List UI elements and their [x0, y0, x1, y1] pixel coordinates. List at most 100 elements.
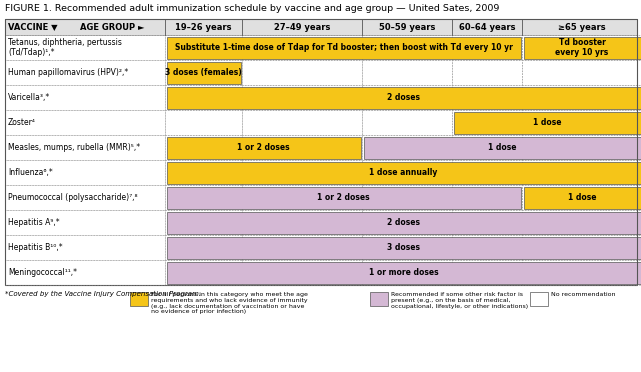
- Bar: [362, 235, 452, 260]
- Text: 1 dose annually: 1 dose annually: [369, 168, 438, 177]
- Bar: [5, 210, 165, 235]
- Text: Meningococcal¹¹,*: Meningococcal¹¹,*: [8, 268, 77, 277]
- Bar: [165, 110, 242, 135]
- Bar: [5, 110, 165, 135]
- Bar: [167, 161, 640, 183]
- Bar: [242, 60, 362, 85]
- Bar: [165, 235, 242, 260]
- Text: 50–59 years: 50–59 years: [379, 22, 435, 32]
- Text: 27–49 years: 27–49 years: [274, 22, 330, 32]
- Text: 3 doses: 3 doses: [387, 243, 420, 252]
- Text: AGE GROUP ►: AGE GROUP ►: [80, 22, 144, 32]
- Bar: [242, 235, 362, 260]
- Bar: [242, 160, 362, 185]
- Bar: [167, 36, 520, 58]
- Text: Varicella³,*: Varicella³,*: [8, 93, 50, 102]
- Bar: [130, 292, 148, 306]
- Text: Recommended if some other risk factor is
present (e.g., on the basis of medical,: Recommended if some other risk factor is…: [391, 292, 528, 309]
- Bar: [522, 35, 641, 60]
- Bar: [165, 185, 242, 210]
- Bar: [5, 160, 165, 185]
- Bar: [165, 210, 242, 235]
- Text: No recommendation: No recommendation: [551, 292, 615, 297]
- Text: Influenza⁶,*: Influenza⁶,*: [8, 168, 53, 177]
- Bar: [5, 35, 165, 60]
- Text: Human papillomavirus (HPV)²,*: Human papillomavirus (HPV)²,*: [8, 68, 128, 77]
- Bar: [522, 160, 641, 185]
- Bar: [165, 135, 242, 160]
- Text: 1 or more doses: 1 or more doses: [369, 268, 438, 277]
- Text: ≥65 years: ≥65 years: [558, 22, 606, 32]
- Text: 2 doses: 2 doses: [387, 93, 420, 102]
- Text: *Covered by the Vaccine Injury Compensation Program.: *Covered by the Vaccine Injury Compensat…: [5, 291, 201, 297]
- Text: 1 dose: 1 dose: [568, 193, 596, 202]
- Text: 19–26 years: 19–26 years: [175, 22, 232, 32]
- Bar: [452, 135, 522, 160]
- Bar: [362, 135, 452, 160]
- Bar: [242, 185, 362, 210]
- Text: Pneumococcal (polysaccharide)⁷,⁸: Pneumococcal (polysaccharide)⁷,⁸: [8, 193, 138, 202]
- Bar: [530, 292, 548, 306]
- Bar: [5, 260, 165, 285]
- Bar: [5, 235, 165, 260]
- Text: 60–64 years: 60–64 years: [459, 22, 515, 32]
- Bar: [452, 110, 522, 135]
- Bar: [522, 210, 641, 235]
- Text: 1 dose: 1 dose: [533, 118, 562, 127]
- Bar: [5, 60, 165, 85]
- Bar: [167, 262, 640, 283]
- Text: VACCINE ▼: VACCINE ▼: [8, 22, 58, 32]
- Text: For all persons in this category who meet the age
requirements and who lack evid: For all persons in this category who mee…: [151, 292, 308, 314]
- Bar: [363, 137, 640, 158]
- Bar: [522, 260, 641, 285]
- Bar: [362, 260, 452, 285]
- Bar: [452, 160, 522, 185]
- Bar: [452, 210, 522, 235]
- Bar: [362, 85, 452, 110]
- Bar: [5, 19, 637, 285]
- Bar: [522, 85, 641, 110]
- Text: Tetanus, diphtheria, pertussis
(Td/Tdap)¹,*: Tetanus, diphtheria, pertussis (Td/Tdap)…: [8, 38, 122, 57]
- Bar: [522, 235, 641, 260]
- Bar: [242, 260, 362, 285]
- Bar: [522, 185, 641, 210]
- Bar: [167, 61, 240, 83]
- Bar: [452, 235, 522, 260]
- Text: Substitute 1-time dose of Tdap for Td booster; then boost with Td every 10 yr: Substitute 1-time dose of Tdap for Td bo…: [174, 43, 512, 52]
- Bar: [167, 186, 520, 208]
- Bar: [362, 160, 452, 185]
- Bar: [242, 110, 362, 135]
- Bar: [362, 35, 452, 60]
- Bar: [453, 112, 640, 134]
- Bar: [242, 210, 362, 235]
- Bar: [5, 19, 637, 35]
- Bar: [165, 160, 242, 185]
- Bar: [165, 85, 242, 110]
- Bar: [242, 135, 362, 160]
- Text: 2 doses: 2 doses: [387, 218, 420, 227]
- Bar: [167, 237, 640, 259]
- Bar: [165, 35, 242, 60]
- Bar: [167, 212, 640, 234]
- Bar: [5, 135, 165, 160]
- Bar: [362, 185, 452, 210]
- Bar: [242, 35, 362, 60]
- Bar: [524, 36, 640, 58]
- Bar: [452, 60, 522, 85]
- Text: Td booster
every 10 yrs: Td booster every 10 yrs: [555, 38, 608, 57]
- Bar: [165, 60, 242, 85]
- Bar: [167, 137, 360, 158]
- Bar: [242, 85, 362, 110]
- Bar: [370, 292, 388, 306]
- Bar: [5, 185, 165, 210]
- Bar: [165, 260, 242, 285]
- Bar: [522, 135, 641, 160]
- Text: 3 doses (females): 3 doses (females): [165, 68, 242, 77]
- Text: 1 dose: 1 dose: [488, 143, 516, 152]
- Text: 1 or 2 doses: 1 or 2 doses: [237, 143, 290, 152]
- Bar: [167, 87, 640, 109]
- Bar: [452, 85, 522, 110]
- Text: Measles, mumps, rubella (MMR)⁵,*: Measles, mumps, rubella (MMR)⁵,*: [8, 143, 140, 152]
- Bar: [362, 60, 452, 85]
- Bar: [5, 85, 165, 110]
